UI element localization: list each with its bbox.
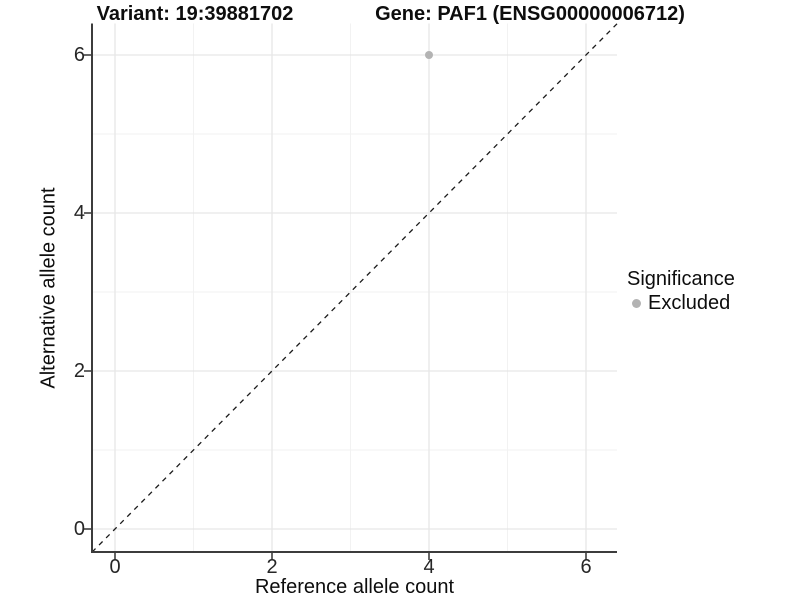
y-tick-label: 0 xyxy=(73,517,85,540)
x-tick-label: 6 xyxy=(580,556,592,578)
legend-title: Significance xyxy=(627,268,735,290)
plot-title-variant: Variant: 19:39881702 xyxy=(96,3,294,25)
x-tick-label: 0 xyxy=(109,556,121,578)
y-tick-label: 4 xyxy=(73,201,85,224)
legend: Significance Excluded xyxy=(627,268,735,315)
x-axis-title: Reference allele count xyxy=(254,576,454,598)
identity-dashed-line xyxy=(91,23,618,553)
legend-item-excluded: Excluded xyxy=(627,292,735,315)
plot-title-gene: Gene: PAF1 (ENSG00000006712) xyxy=(375,3,685,25)
x-tick-label: 2 xyxy=(266,556,278,578)
excluded-point-swatch xyxy=(632,299,641,308)
legend-item-label: Excluded xyxy=(648,292,731,314)
y-tick-label: 2 xyxy=(73,359,85,382)
data-point-excluded xyxy=(425,51,433,59)
x-tick-label: 4 xyxy=(423,556,435,578)
y-axis-title: Alternative allele count xyxy=(37,187,60,389)
y-tick-label: 6 xyxy=(73,43,85,66)
